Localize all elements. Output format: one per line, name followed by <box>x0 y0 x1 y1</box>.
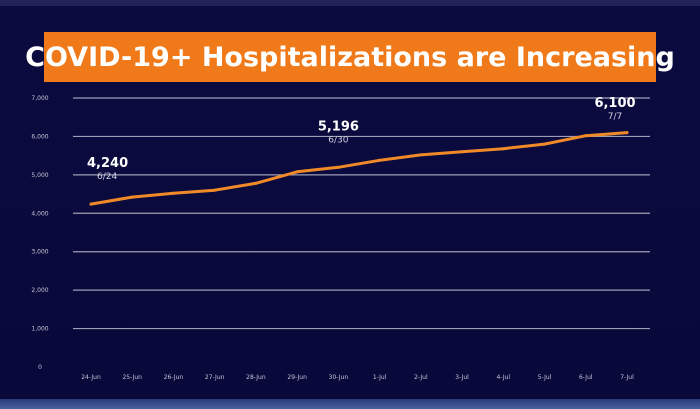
data-point <box>419 153 423 157</box>
data-point <box>584 134 588 138</box>
frame-top <box>0 0 700 6</box>
series-line <box>89 131 629 206</box>
data-point <box>171 191 175 195</box>
title-banner: COVID-19+ Hospitalizations are Increasin… <box>25 32 675 82</box>
data-point <box>295 170 299 174</box>
y-tick-label: 5,000 <box>31 172 48 179</box>
x-tick-label: 4-Jul <box>497 374 511 381</box>
data-point <box>625 131 629 135</box>
x-tick-label: 27-Jun <box>205 374 225 381</box>
y-tick-label: 7,000 <box>31 95 48 102</box>
data-point <box>89 202 93 206</box>
annotation-value: 5,196 <box>318 119 359 134</box>
annotation-date: 7/7 <box>608 112 622 122</box>
x-tick-label: 5-Jul <box>538 374 552 381</box>
data-point <box>378 158 382 162</box>
data-point <box>213 188 217 192</box>
data-point <box>501 147 505 151</box>
y-tick-label: 2,000 <box>31 287 48 294</box>
x-tick-label: 24-Jun <box>81 374 101 381</box>
x-tick-label: 26-Jun <box>164 374 184 381</box>
x-tick-label: 28-Jun <box>246 374 266 381</box>
data-point <box>543 142 547 146</box>
y-tick-label: 1,000 <box>31 326 48 333</box>
x-tick-label: 3-Jul <box>455 374 469 381</box>
annotation-date: 6/24 <box>97 172 117 182</box>
x-tick-label: 7-Jul <box>620 374 634 381</box>
x-tick-label: 30-Jun <box>329 374 349 381</box>
annotation-value: 6,100 <box>594 96 635 111</box>
x-tick-label: 6-Jul <box>579 374 593 381</box>
x-tick-label: 25-Jun <box>122 374 142 381</box>
annotation-date: 6/30 <box>328 135 348 145</box>
data-point <box>130 195 134 199</box>
x-tick-label: 1-Jul <box>373 374 387 381</box>
frame-bottom <box>0 399 700 409</box>
data-point <box>336 165 340 169</box>
y-tick-label: 0 <box>38 364 42 371</box>
x-tick-label: 29-Jun <box>287 374 307 381</box>
data-point <box>254 181 258 185</box>
y-tick-label: 6,000 <box>31 133 48 140</box>
y-tick-label: 3,000 <box>31 249 48 256</box>
chart-title: COVID-19+ Hospitalizations are Increasin… <box>25 41 675 73</box>
data-point <box>460 150 464 154</box>
y-tick-label: 4,000 <box>31 210 48 217</box>
annotation-value: 4,240 <box>87 156 128 171</box>
x-tick-label: 2-Jul <box>414 374 428 381</box>
